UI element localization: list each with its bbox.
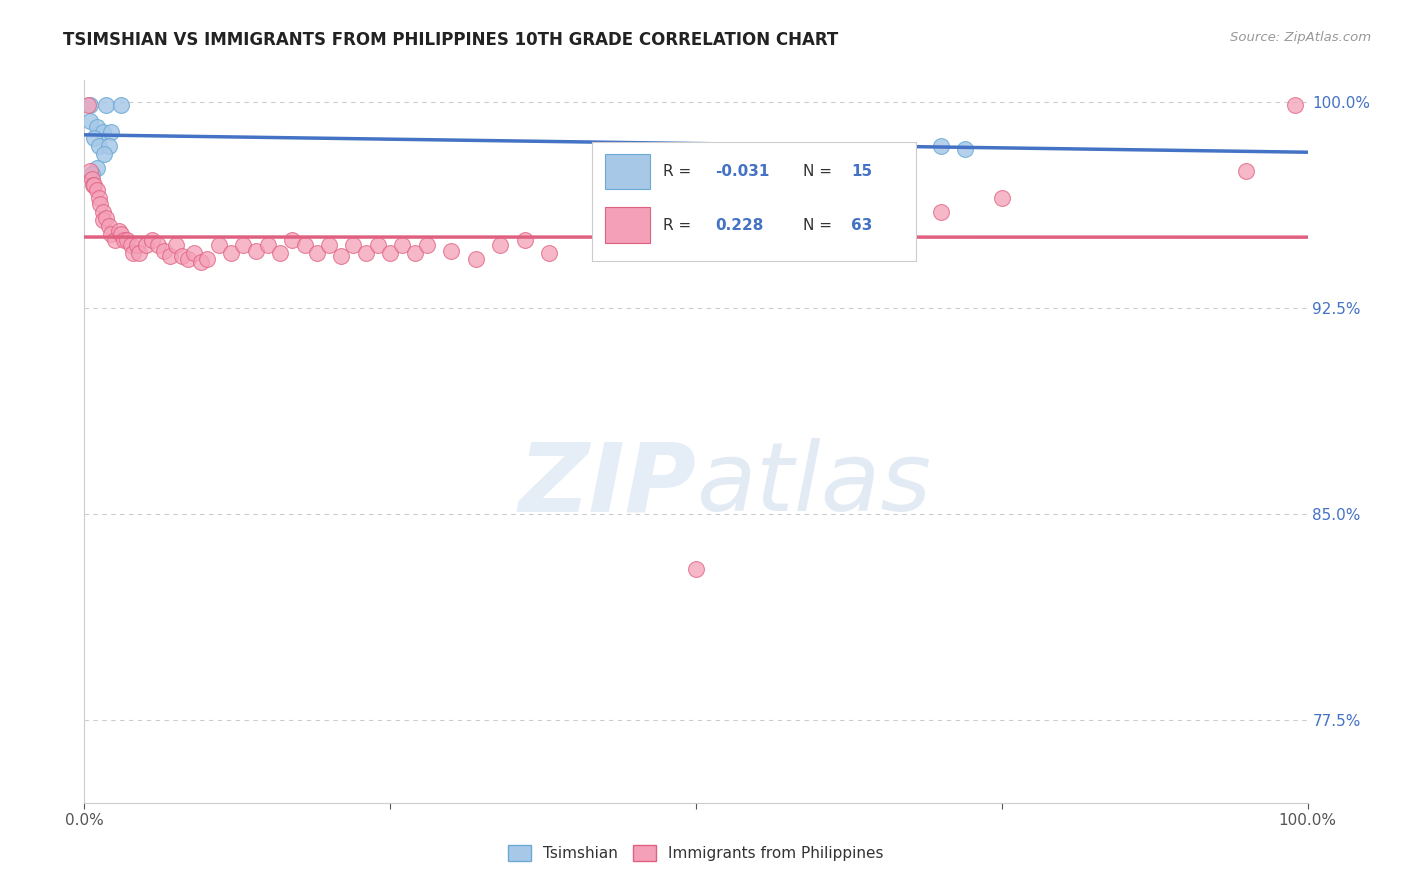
- Point: [929, 205, 952, 219]
- Point: [97, 219, 120, 233]
- Point: [87, 191, 110, 205]
- Point: [86, 161, 108, 176]
- Point: [96, 98, 118, 112]
- Point: [172, 249, 194, 263]
- Point: [165, 238, 187, 252]
- Point: [342, 238, 364, 252]
- Point: [100, 126, 122, 140]
- Point: [141, 233, 163, 247]
- Point: [404, 246, 426, 260]
- Point: [599, 238, 621, 252]
- Point: [177, 252, 200, 266]
- Point: [86, 183, 108, 197]
- Point: [281, 233, 304, 247]
- Point: [661, 227, 683, 241]
- Text: TSIMSHIAN VS IMMIGRANTS FROM PHILIPPINES 10TH GRADE CORRELATION CHART: TSIMSHIAN VS IMMIGRANTS FROM PHILIPPINES…: [63, 31, 838, 49]
- Point: [83, 178, 105, 192]
- Point: [135, 238, 157, 252]
- Point: [122, 246, 145, 260]
- Point: [391, 238, 413, 252]
- Text: atlas: atlas: [696, 438, 931, 532]
- Point: [953, 142, 976, 156]
- Point: [83, 131, 105, 145]
- Point: [1236, 164, 1258, 178]
- Point: [991, 191, 1014, 205]
- Point: [110, 98, 132, 112]
- Point: [232, 238, 254, 252]
- Point: [104, 233, 127, 247]
- Point: [146, 238, 169, 252]
- Point: [125, 238, 148, 252]
- Point: [330, 249, 353, 263]
- Point: [1284, 98, 1306, 112]
- Point: [93, 147, 115, 161]
- Point: [120, 238, 142, 252]
- Point: [96, 211, 118, 225]
- Point: [82, 178, 104, 192]
- Point: [208, 238, 231, 252]
- Point: [219, 246, 242, 260]
- Point: [183, 246, 205, 260]
- Point: [318, 238, 340, 252]
- Point: [80, 172, 103, 186]
- Point: [87, 139, 110, 153]
- Point: [416, 238, 439, 252]
- Point: [367, 238, 389, 252]
- Point: [513, 233, 536, 247]
- Point: [79, 114, 101, 128]
- Point: [538, 246, 561, 260]
- Point: [685, 562, 707, 576]
- Point: [79, 98, 101, 112]
- Point: [112, 233, 135, 247]
- Point: [195, 252, 218, 266]
- Point: [190, 254, 212, 268]
- Point: [294, 238, 316, 252]
- Legend: Tsimshian, Immigrants from Philippines: Tsimshian, Immigrants from Philippines: [502, 839, 890, 867]
- Point: [354, 246, 377, 260]
- Text: ZIP: ZIP: [517, 438, 696, 532]
- Point: [89, 197, 111, 211]
- Point: [159, 249, 181, 263]
- Point: [464, 252, 486, 266]
- Point: [128, 246, 150, 260]
- Point: [489, 238, 512, 252]
- Point: [305, 246, 328, 260]
- Point: [269, 246, 291, 260]
- Point: [79, 164, 101, 178]
- Point: [440, 244, 463, 258]
- Point: [929, 139, 952, 153]
- Point: [77, 98, 100, 112]
- Point: [91, 126, 114, 140]
- Point: [115, 233, 138, 247]
- Point: [91, 205, 114, 219]
- Point: [153, 244, 176, 258]
- Point: [107, 224, 129, 238]
- Point: [91, 213, 114, 227]
- Point: [110, 227, 132, 241]
- Point: [100, 227, 122, 241]
- Point: [97, 139, 120, 153]
- Point: [257, 238, 280, 252]
- Point: [80, 167, 103, 181]
- Text: Source: ZipAtlas.com: Source: ZipAtlas.com: [1230, 31, 1371, 45]
- Point: [86, 120, 108, 134]
- Point: [245, 244, 267, 258]
- Point: [380, 246, 402, 260]
